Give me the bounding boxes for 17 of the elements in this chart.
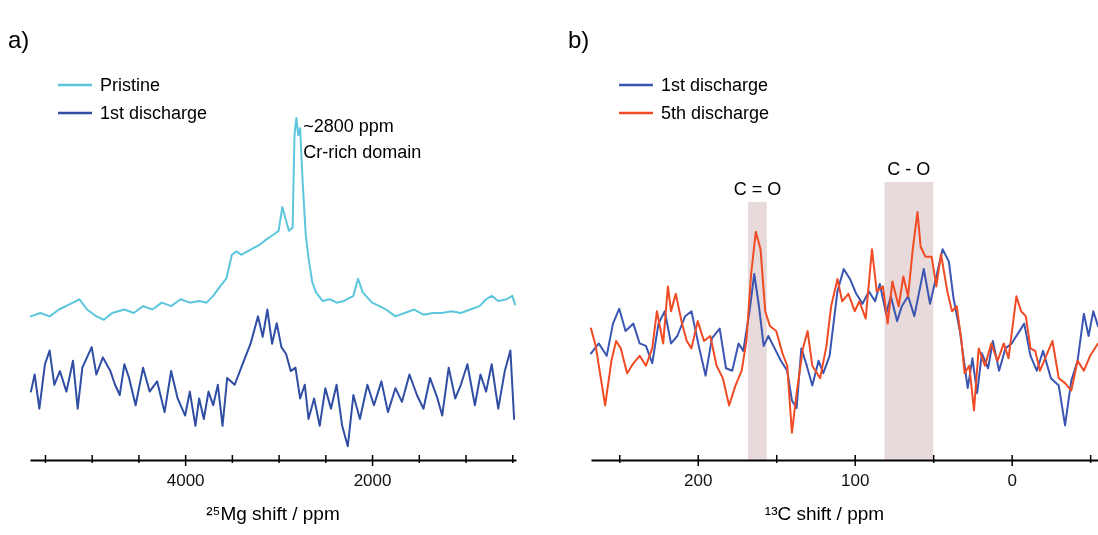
legend-label: 5th discharge <box>661 103 770 123</box>
x-tick-label: 4000 <box>166 471 205 491</box>
x-tick-label: 100 <box>841 471 870 491</box>
x-axis-title: ¹³C shift / ppm <box>764 503 885 524</box>
band-label: C - O <box>887 159 931 179</box>
x-tick-label: 200 <box>684 471 713 491</box>
x-tick-label: 0 <box>1007 471 1017 491</box>
legend-label: Pristine <box>100 75 161 95</box>
legend-label: 1st discharge <box>661 75 769 95</box>
chart-title: a) <box>8 26 30 53</box>
x-axis-title: ²⁵Mg shift / ppm <box>206 503 340 524</box>
legend-label: 1st discharge <box>100 103 208 123</box>
annotation: Cr-rich domain <box>303 142 422 162</box>
band-label: C = O <box>733 178 782 199</box>
chart-title: b) <box>568 26 590 53</box>
x-tick-label: 2000 <box>353 471 392 491</box>
annotation: ~2800 ppm <box>303 116 394 136</box>
